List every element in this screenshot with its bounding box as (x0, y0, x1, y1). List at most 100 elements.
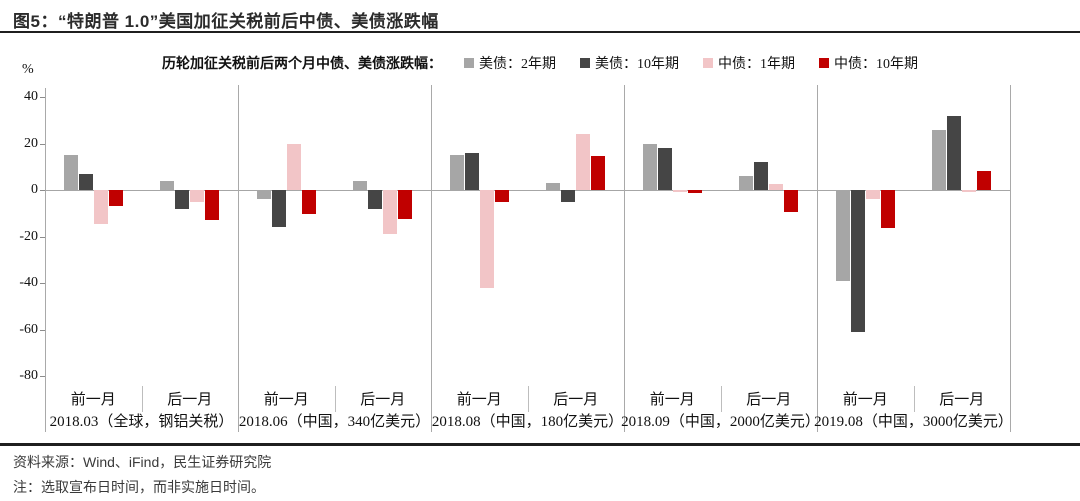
y-tick-mark (40, 143, 45, 145)
panel-label: 2018.09（中国，2000亿美元） (621, 414, 820, 430)
y-tick-label: -20 (19, 228, 38, 244)
legend-swatch-cn-10y (819, 58, 829, 68)
bar-cn-1y (93, 190, 108, 224)
bar-cn-10y (687, 190, 702, 194)
legend-item-us-2y: 美债：2年期 (464, 53, 556, 73)
y-tick-label: 40 (24, 89, 38, 104)
bar-us-2y (642, 143, 657, 190)
group-divider (720, 386, 722, 412)
bar-us-10y (850, 190, 865, 332)
group-label: 前一月 (456, 392, 502, 408)
group-label: 后一月 (553, 392, 599, 408)
legend-swatch-us-2y (464, 58, 474, 68)
legend-label-cn-10y: 中债：10年期 (834, 57, 918, 72)
panel-label: 2018.03（全球，钢铝关税） (49, 414, 234, 430)
legend-label-us-2y: 美债：2年期 (479, 57, 556, 72)
panel-divider (817, 85, 818, 432)
bar-cn-10y (398, 190, 413, 220)
bar-cn-10y (591, 156, 606, 190)
legend-label-us-10y: 美债：10年期 (595, 57, 679, 72)
bar-us-2y (449, 155, 464, 190)
bar-cn-1y (672, 190, 687, 193)
bar-us-10y (754, 162, 769, 190)
bar-cn-1y (769, 184, 784, 190)
y-tick-mark (40, 329, 45, 331)
y-axis-unit-label: % (22, 62, 34, 77)
bar-cn-10y (205, 190, 220, 221)
group-divider (334, 386, 336, 412)
legend-item-cn-10y: 中债：10年期 (819, 53, 918, 73)
group-divider (913, 386, 915, 412)
figure-title: 图5：“特朗普 1.0”美国加征关税前后中债、美债涨跌幅 (13, 12, 439, 31)
bar-cn-10y (880, 190, 895, 229)
y-tick-label: 20 (24, 135, 38, 151)
legend-item-cn-1y: 中债：1年期 (703, 53, 795, 73)
group-label: 前一月 (263, 392, 309, 408)
bar-cn-1y (286, 143, 301, 190)
group-label: 后一月 (746, 392, 792, 408)
group-divider (527, 386, 529, 412)
group-label: 前一月 (649, 392, 695, 408)
group-divider (141, 386, 143, 412)
bar-us-10y (78, 173, 93, 190)
zero-axis-line (45, 190, 1010, 191)
chart-header-row: 历轮加征关税前后两个月中债、美债涨跌幅： 美债：2年期 美债：10年期 中债：1… (0, 53, 1080, 73)
group-label: 前一月 (70, 392, 116, 408)
group-label: 后一月 (167, 392, 213, 408)
bar-cn-1y (479, 190, 494, 288)
bar-us-2y (932, 129, 947, 190)
panel-divider (431, 85, 432, 432)
bar-us-2y (835, 190, 850, 281)
legend-swatch-us-10y (580, 58, 590, 68)
footer-divider (0, 443, 1080, 446)
y-tick-label: -60 (19, 321, 38, 337)
method-note: 注：选取宣布日时间，而非实施日时间。 (13, 479, 265, 495)
panel-divider (1010, 85, 1011, 432)
bar-us-10y (947, 115, 962, 190)
source-note: 资料来源：Wind、iFind，民生证券研究院 (13, 454, 272, 470)
bar-us-10y (368, 190, 383, 209)
bar-cn-10y (108, 190, 123, 207)
chart-legend: 美债：2年期 美债：10年期 中债：1年期 中债：10年期 (464, 53, 918, 73)
bar-cn-1y (383, 190, 398, 235)
y-tick-mark (40, 376, 45, 377)
y-tick-label: -80 (19, 368, 38, 383)
y-axis-line (45, 88, 46, 432)
y-tick-label: 0 (31, 182, 38, 197)
y-tick-mark (40, 97, 45, 98)
group-label: 前一月 (842, 392, 888, 408)
panel-label: 2019.08（中国，3000亿美元） (814, 414, 1013, 430)
panel-divider (624, 85, 625, 432)
bar-us-10y (464, 152, 479, 190)
bar-cn-1y (962, 190, 977, 193)
chart-subtitle: 历轮加征关税前后两个月中债、美债涨跌幅： (162, 55, 442, 71)
legend-label-cn-1y: 中债：1年期 (718, 57, 795, 72)
bar-us-2y (546, 183, 561, 190)
panel-divider (238, 85, 239, 432)
group-label: 后一月 (360, 392, 406, 408)
title-underline (0, 31, 1080, 33)
panel-label: 2018.06（中国，340亿美元） (238, 414, 431, 430)
bar-us-2y (160, 180, 175, 190)
bar-us-2y (739, 176, 754, 190)
y-tick-mark (40, 190, 45, 191)
legend-swatch-cn-1y (703, 58, 713, 68)
y-tick-mark (40, 283, 45, 284)
bar-us-10y (561, 190, 576, 202)
bar-cn-1y (576, 134, 591, 190)
panel-label: 2018.08（中国，180亿美元） (431, 414, 624, 430)
legend-item-us-10y: 美债：10年期 (580, 53, 679, 73)
bar-us-2y (353, 180, 368, 190)
bar-cn-10y (494, 190, 509, 202)
y-tick-label: -40 (19, 275, 38, 290)
bar-cn-1y (865, 190, 880, 200)
bar-us-2y (256, 190, 271, 200)
bar-cn-10y (977, 171, 992, 190)
bar-us-10y (175, 190, 190, 209)
bar-us-10y (271, 190, 286, 228)
bar-us-10y (657, 148, 672, 190)
bar-cn-1y (190, 190, 205, 202)
group-label: 后一月 (939, 392, 985, 408)
